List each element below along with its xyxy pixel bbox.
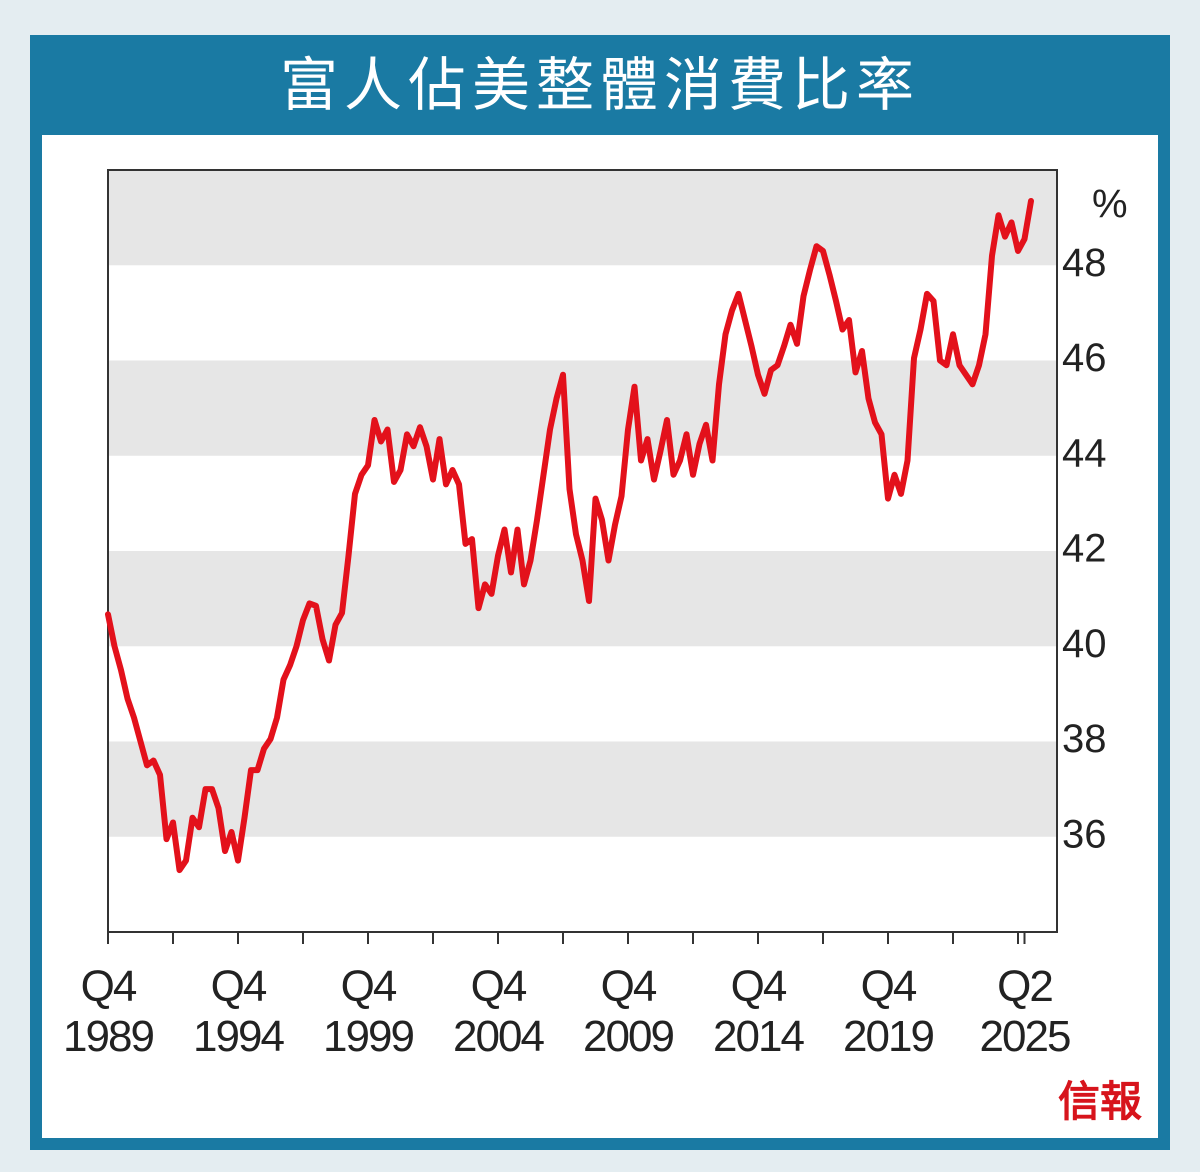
x-tick-label: Q4 1989 <box>63 962 155 1061</box>
chart-title: 富人佔美整體消費比率 <box>279 51 920 119</box>
x-tick-label: Q4 2009 <box>583 962 675 1061</box>
y-tick-label: 42 <box>1062 527 1107 571</box>
y-tick-label: 36 <box>1062 812 1107 856</box>
x-tick-label: Q4 2004 <box>453 962 545 1061</box>
y-tick-label: 44 <box>1062 431 1107 475</box>
x-tick-label: Q2 2025 <box>979 962 1072 1061</box>
grid-band <box>108 360 1057 456</box>
x-tick-label: Q4 2019 <box>843 962 935 1061</box>
grid-band <box>108 170 1057 266</box>
y-tick-label: 48 <box>1062 241 1107 285</box>
source-logo: 信報 <box>1057 1077 1142 1126</box>
y-unit: % <box>1092 183 1128 227</box>
grid-band <box>108 741 1057 837</box>
y-tick-label: 38 <box>1062 717 1107 761</box>
x-tick-label: Q4 2014 <box>713 962 805 1061</box>
y-tick-label: 46 <box>1062 336 1107 380</box>
y-tick-label: 40 <box>1062 622 1107 666</box>
x-tick-label: Q4 1999 <box>323 962 415 1061</box>
plot-frame <box>107 169 1058 933</box>
x-tick-label: Q4 1994 <box>193 962 285 1061</box>
data-line <box>105 197 1034 874</box>
